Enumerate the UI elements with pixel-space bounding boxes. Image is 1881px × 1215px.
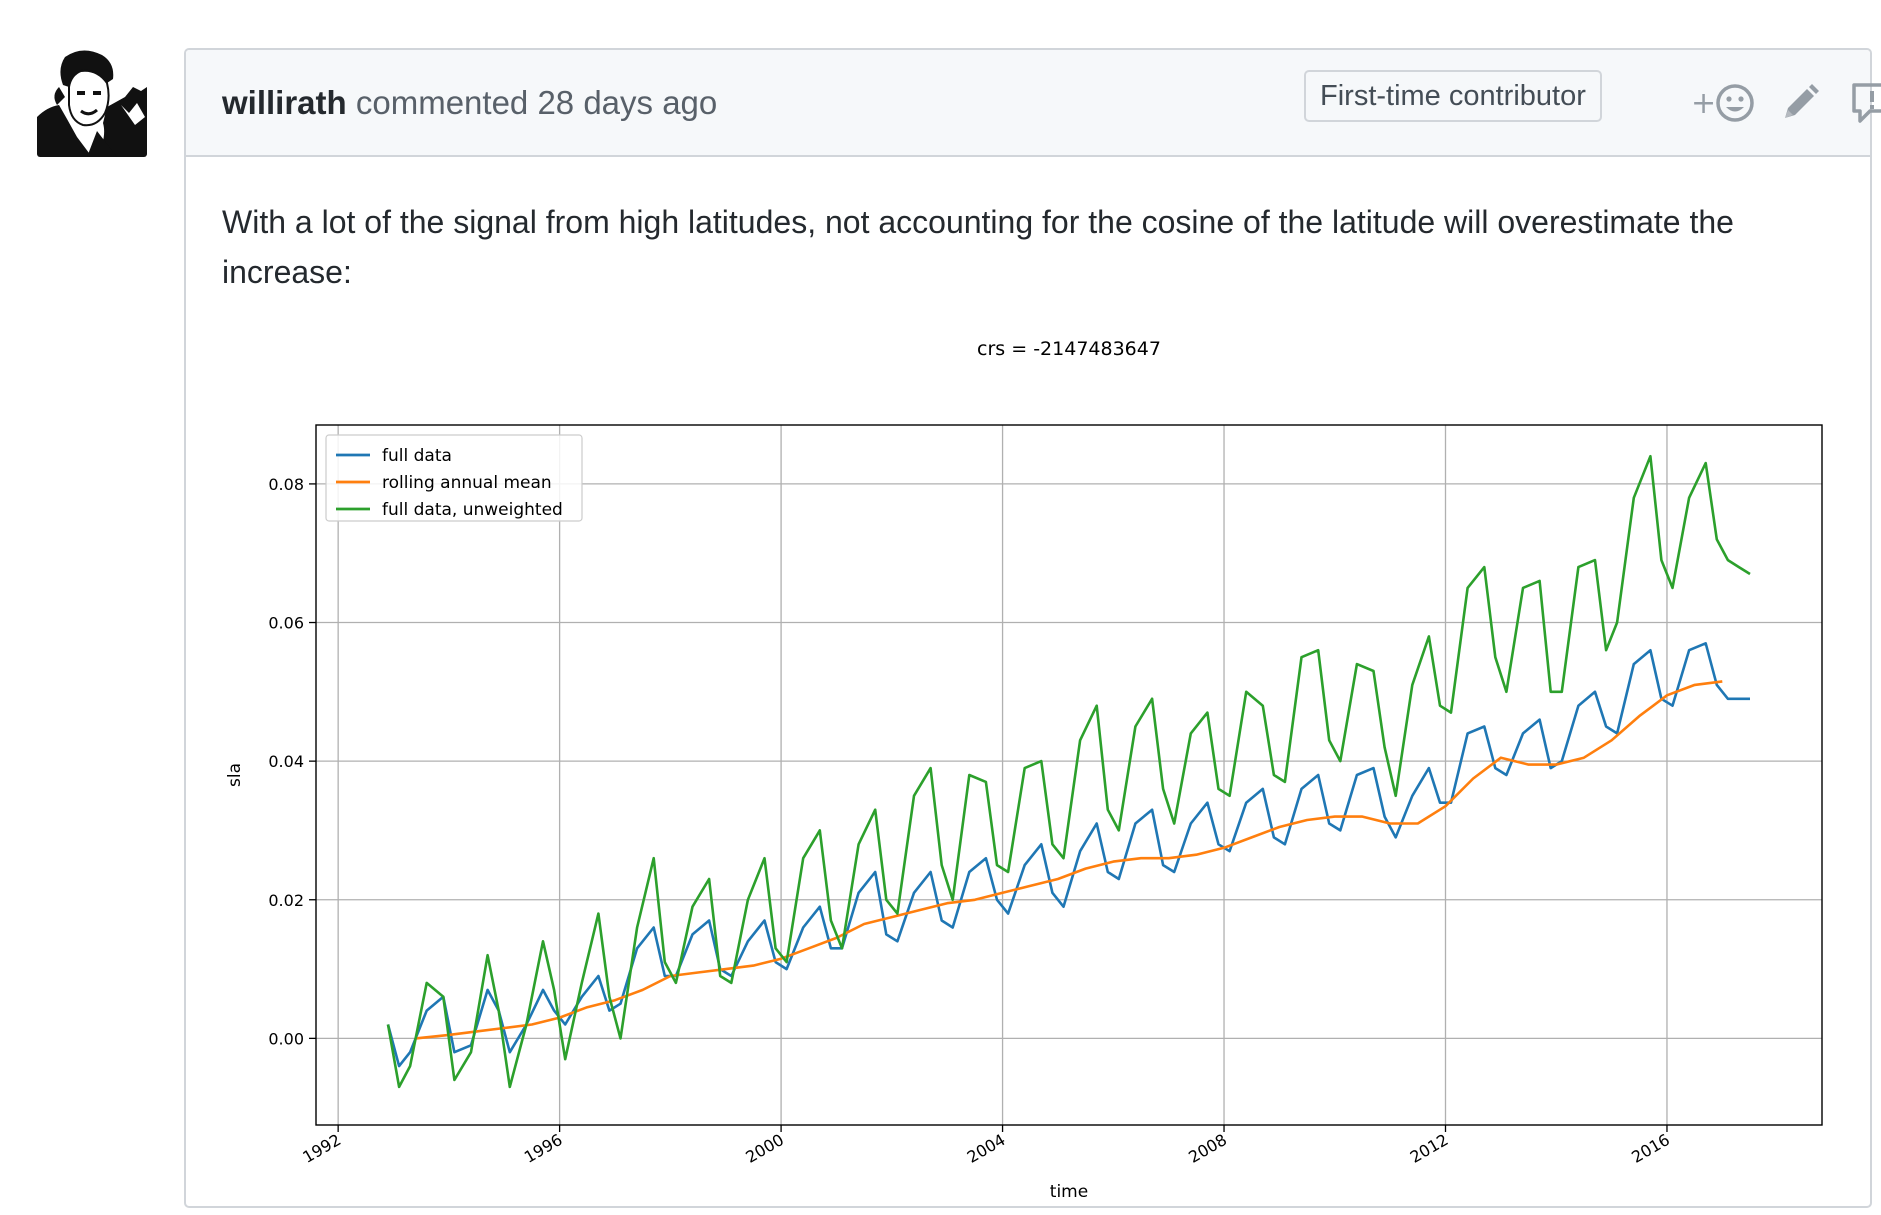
chart-image: 1992 1996 2000 2004 2008 2012 2016 0.00 0.02 0.04… (222, 330, 1842, 1215)
y-tick-label: 0.08 (268, 475, 304, 494)
comment-header: willirath commented 28 days ago First-ti… (186, 50, 1881, 157)
x-tick-label: 1992 (299, 1130, 344, 1167)
first-time-contributor-badge: First-time contributor (1304, 70, 1602, 122)
x-tick-label: 2004 (964, 1130, 1009, 1167)
x-axis-label: time (1050, 1182, 1088, 1202)
chart-title: crs = -2147483647 (977, 338, 1161, 360)
edit-pencil-icon[interactable] (1779, 82, 1821, 129)
svg-text:+: + (1691, 86, 1716, 121)
y-tick-label: 0.04 (268, 752, 304, 771)
x-tick-label: 1996 (521, 1130, 566, 1167)
y-tick-label: 0.06 (268, 614, 304, 633)
legend-label: full data (382, 446, 452, 466)
comment-timestamp-link[interactable]: 28 days ago (537, 84, 718, 121)
comment-action: commented (355, 84, 529, 121)
comment-author-link[interactable]: willirath (222, 84, 347, 121)
comment: willirath commented 28 days ago First-ti… (184, 48, 1881, 1208)
x-tick-label: 2016 (1628, 1130, 1673, 1167)
avatar[interactable] (37, 47, 147, 157)
y-tick-label: 0.00 (268, 1029, 304, 1048)
legend-box (325, 434, 583, 522)
plot-frame (315, 424, 1823, 1126)
report-icon[interactable] (1850, 81, 1881, 130)
series-line (386, 454, 1751, 1089)
legend-label: rolling annual mean (382, 473, 552, 493)
comment-body: With a lot of the signal from high latit… (222, 197, 1842, 297)
x-tick-label: 2008 (1185, 1130, 1230, 1167)
y-tick-label: 0.02 (268, 891, 304, 910)
series-line (386, 641, 1750, 1068)
add-reaction-icon[interactable]: + (1691, 80, 1761, 131)
comment-meta: willirath commented 28 days ago (222, 84, 717, 122)
x-tick-label: 2000 (742, 1130, 787, 1167)
line-chart: 1992 1996 2000 2004 2008 2012 2016 0.00 0.02 0.04… (225, 338, 1823, 1202)
x-tick-label: 2012 (1407, 1130, 1452, 1167)
legend-label: full data, unweighted (382, 500, 563, 520)
y-axis-label: sla (225, 763, 245, 787)
avatar-image (37, 47, 147, 157)
comment-text: With a lot of the signal from high latit… (222, 204, 1734, 290)
series-line (415, 680, 1723, 1040)
